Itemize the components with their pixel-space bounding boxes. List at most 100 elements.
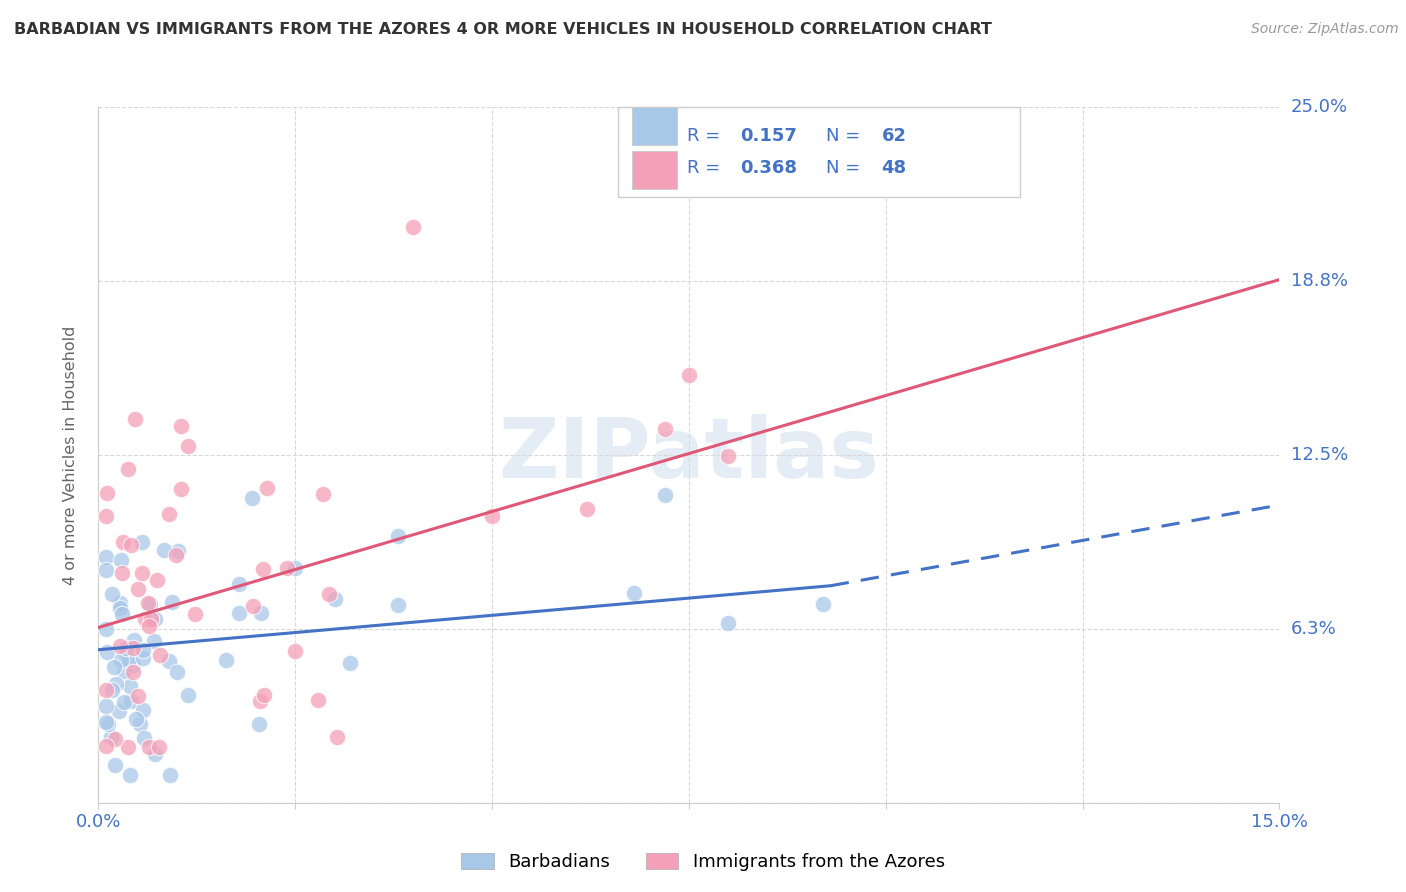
FancyBboxPatch shape: [633, 107, 678, 145]
Text: R =: R =: [686, 127, 725, 145]
Point: [100, 730, 122, 744]
Point: [110, 596, 132, 610]
Point: [323, 592, 346, 607]
Point: [256, 481, 278, 495]
Point: [118, 679, 141, 693]
Point: [811, 597, 834, 611]
Point: [96, 715, 118, 730]
Legend: Barbadians, Immigrants from the Azores: Barbadians, Immigrants from the Azores: [454, 846, 952, 879]
Point: [157, 654, 180, 668]
Point: [143, 747, 166, 761]
Point: [138, 619, 160, 633]
Point: [250, 606, 273, 620]
Point: [118, 768, 141, 782]
Point: [339, 656, 361, 670]
Point: [170, 483, 193, 497]
Point: [111, 607, 134, 621]
Point: [96, 645, 118, 659]
Point: [124, 411, 146, 425]
Point: [96, 486, 118, 500]
Point: [145, 573, 167, 587]
Point: [142, 634, 165, 648]
Point: [108, 600, 131, 615]
Point: [249, 694, 271, 708]
Point: [247, 717, 270, 731]
Point: [96, 563, 118, 577]
Point: [166, 543, 188, 558]
Point: [110, 552, 132, 566]
Point: [228, 577, 250, 591]
Point: [96, 508, 118, 523]
Point: [101, 587, 124, 601]
Point: [96, 698, 118, 713]
Point: [96, 683, 118, 698]
Point: [252, 562, 274, 576]
Point: [148, 740, 170, 755]
Point: [131, 534, 153, 549]
Point: [139, 597, 162, 611]
Point: [114, 641, 136, 656]
Point: [127, 582, 149, 597]
Point: [132, 703, 155, 717]
Point: [132, 643, 155, 657]
Point: [112, 664, 135, 678]
Point: [242, 599, 264, 614]
Point: [177, 688, 200, 702]
Point: [121, 539, 143, 553]
Point: [143, 612, 166, 626]
Point: [101, 682, 124, 697]
Point: [121, 658, 143, 673]
Point: [387, 598, 409, 612]
Point: [104, 732, 127, 747]
Point: [139, 612, 162, 626]
Point: [215, 652, 238, 666]
Point: [157, 507, 180, 521]
Point: [318, 587, 340, 601]
Point: [125, 712, 148, 726]
Point: [170, 419, 193, 434]
Point: [132, 731, 155, 745]
Point: [387, 529, 409, 543]
Point: [184, 607, 207, 622]
Text: 0.368: 0.368: [740, 159, 797, 177]
Point: [159, 768, 181, 782]
Point: [276, 561, 298, 575]
Text: 62: 62: [882, 127, 907, 145]
Text: 12.5%: 12.5%: [1291, 446, 1348, 464]
Point: [131, 566, 153, 580]
Point: [122, 641, 145, 656]
Point: [654, 422, 676, 436]
Point: [284, 644, 307, 658]
Point: [153, 543, 176, 558]
Point: [138, 740, 160, 755]
Point: [103, 659, 125, 673]
Point: [118, 653, 141, 667]
Point: [121, 665, 143, 679]
Point: [115, 647, 138, 661]
Text: 6.3%: 6.3%: [1291, 620, 1336, 638]
Point: [654, 488, 676, 502]
Point: [96, 550, 118, 565]
Point: [138, 597, 160, 611]
Point: [148, 648, 170, 662]
Point: [575, 501, 598, 516]
Point: [108, 640, 131, 654]
Text: 18.8%: 18.8%: [1291, 272, 1347, 290]
Point: [402, 219, 425, 234]
Point: [97, 717, 120, 731]
Point: [166, 665, 188, 679]
Point: [96, 622, 118, 636]
Point: [717, 615, 740, 630]
Text: N =: N =: [825, 159, 866, 177]
Point: [96, 739, 118, 754]
Point: [177, 438, 200, 452]
Point: [117, 462, 139, 476]
Point: [117, 740, 139, 755]
Text: N =: N =: [825, 127, 866, 145]
Text: 0.157: 0.157: [740, 127, 797, 145]
Point: [131, 651, 153, 665]
Point: [481, 509, 503, 524]
FancyBboxPatch shape: [619, 107, 1019, 197]
Point: [253, 688, 276, 702]
Y-axis label: 4 or more Vehicles in Household: 4 or more Vehicles in Household: [63, 326, 77, 584]
